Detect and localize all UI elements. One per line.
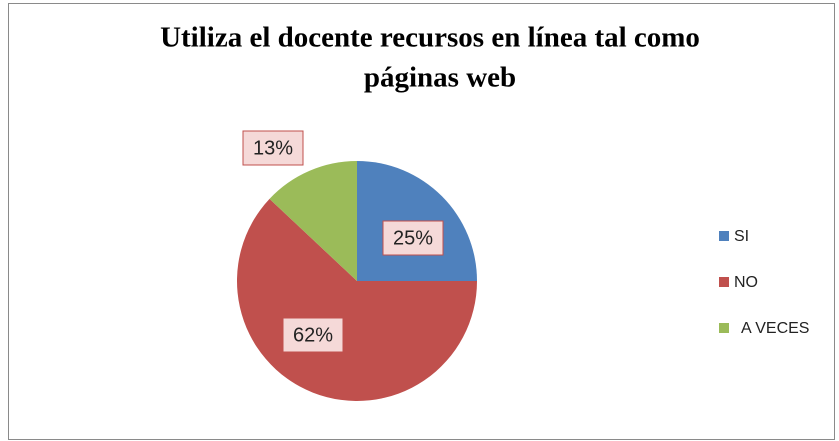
legend-label: SI xyxy=(734,228,749,245)
pie-slice xyxy=(269,161,357,281)
legend-swatch xyxy=(719,277,729,287)
data-label: 62% xyxy=(293,324,333,346)
data-label-box xyxy=(282,317,344,353)
data-label-box xyxy=(382,220,444,256)
chart-title: Utiliza el docente recursos en línea tal… xyxy=(160,22,700,54)
legend-swatch xyxy=(719,231,729,241)
legend-label: A VECES xyxy=(741,320,809,337)
legend-label: NO xyxy=(734,274,758,291)
data-label-box xyxy=(242,130,304,166)
data-label: 25% xyxy=(393,227,433,249)
legend-swatch xyxy=(719,323,729,333)
data-label: 13% xyxy=(253,137,293,159)
chart-title: páginas web xyxy=(364,62,516,94)
